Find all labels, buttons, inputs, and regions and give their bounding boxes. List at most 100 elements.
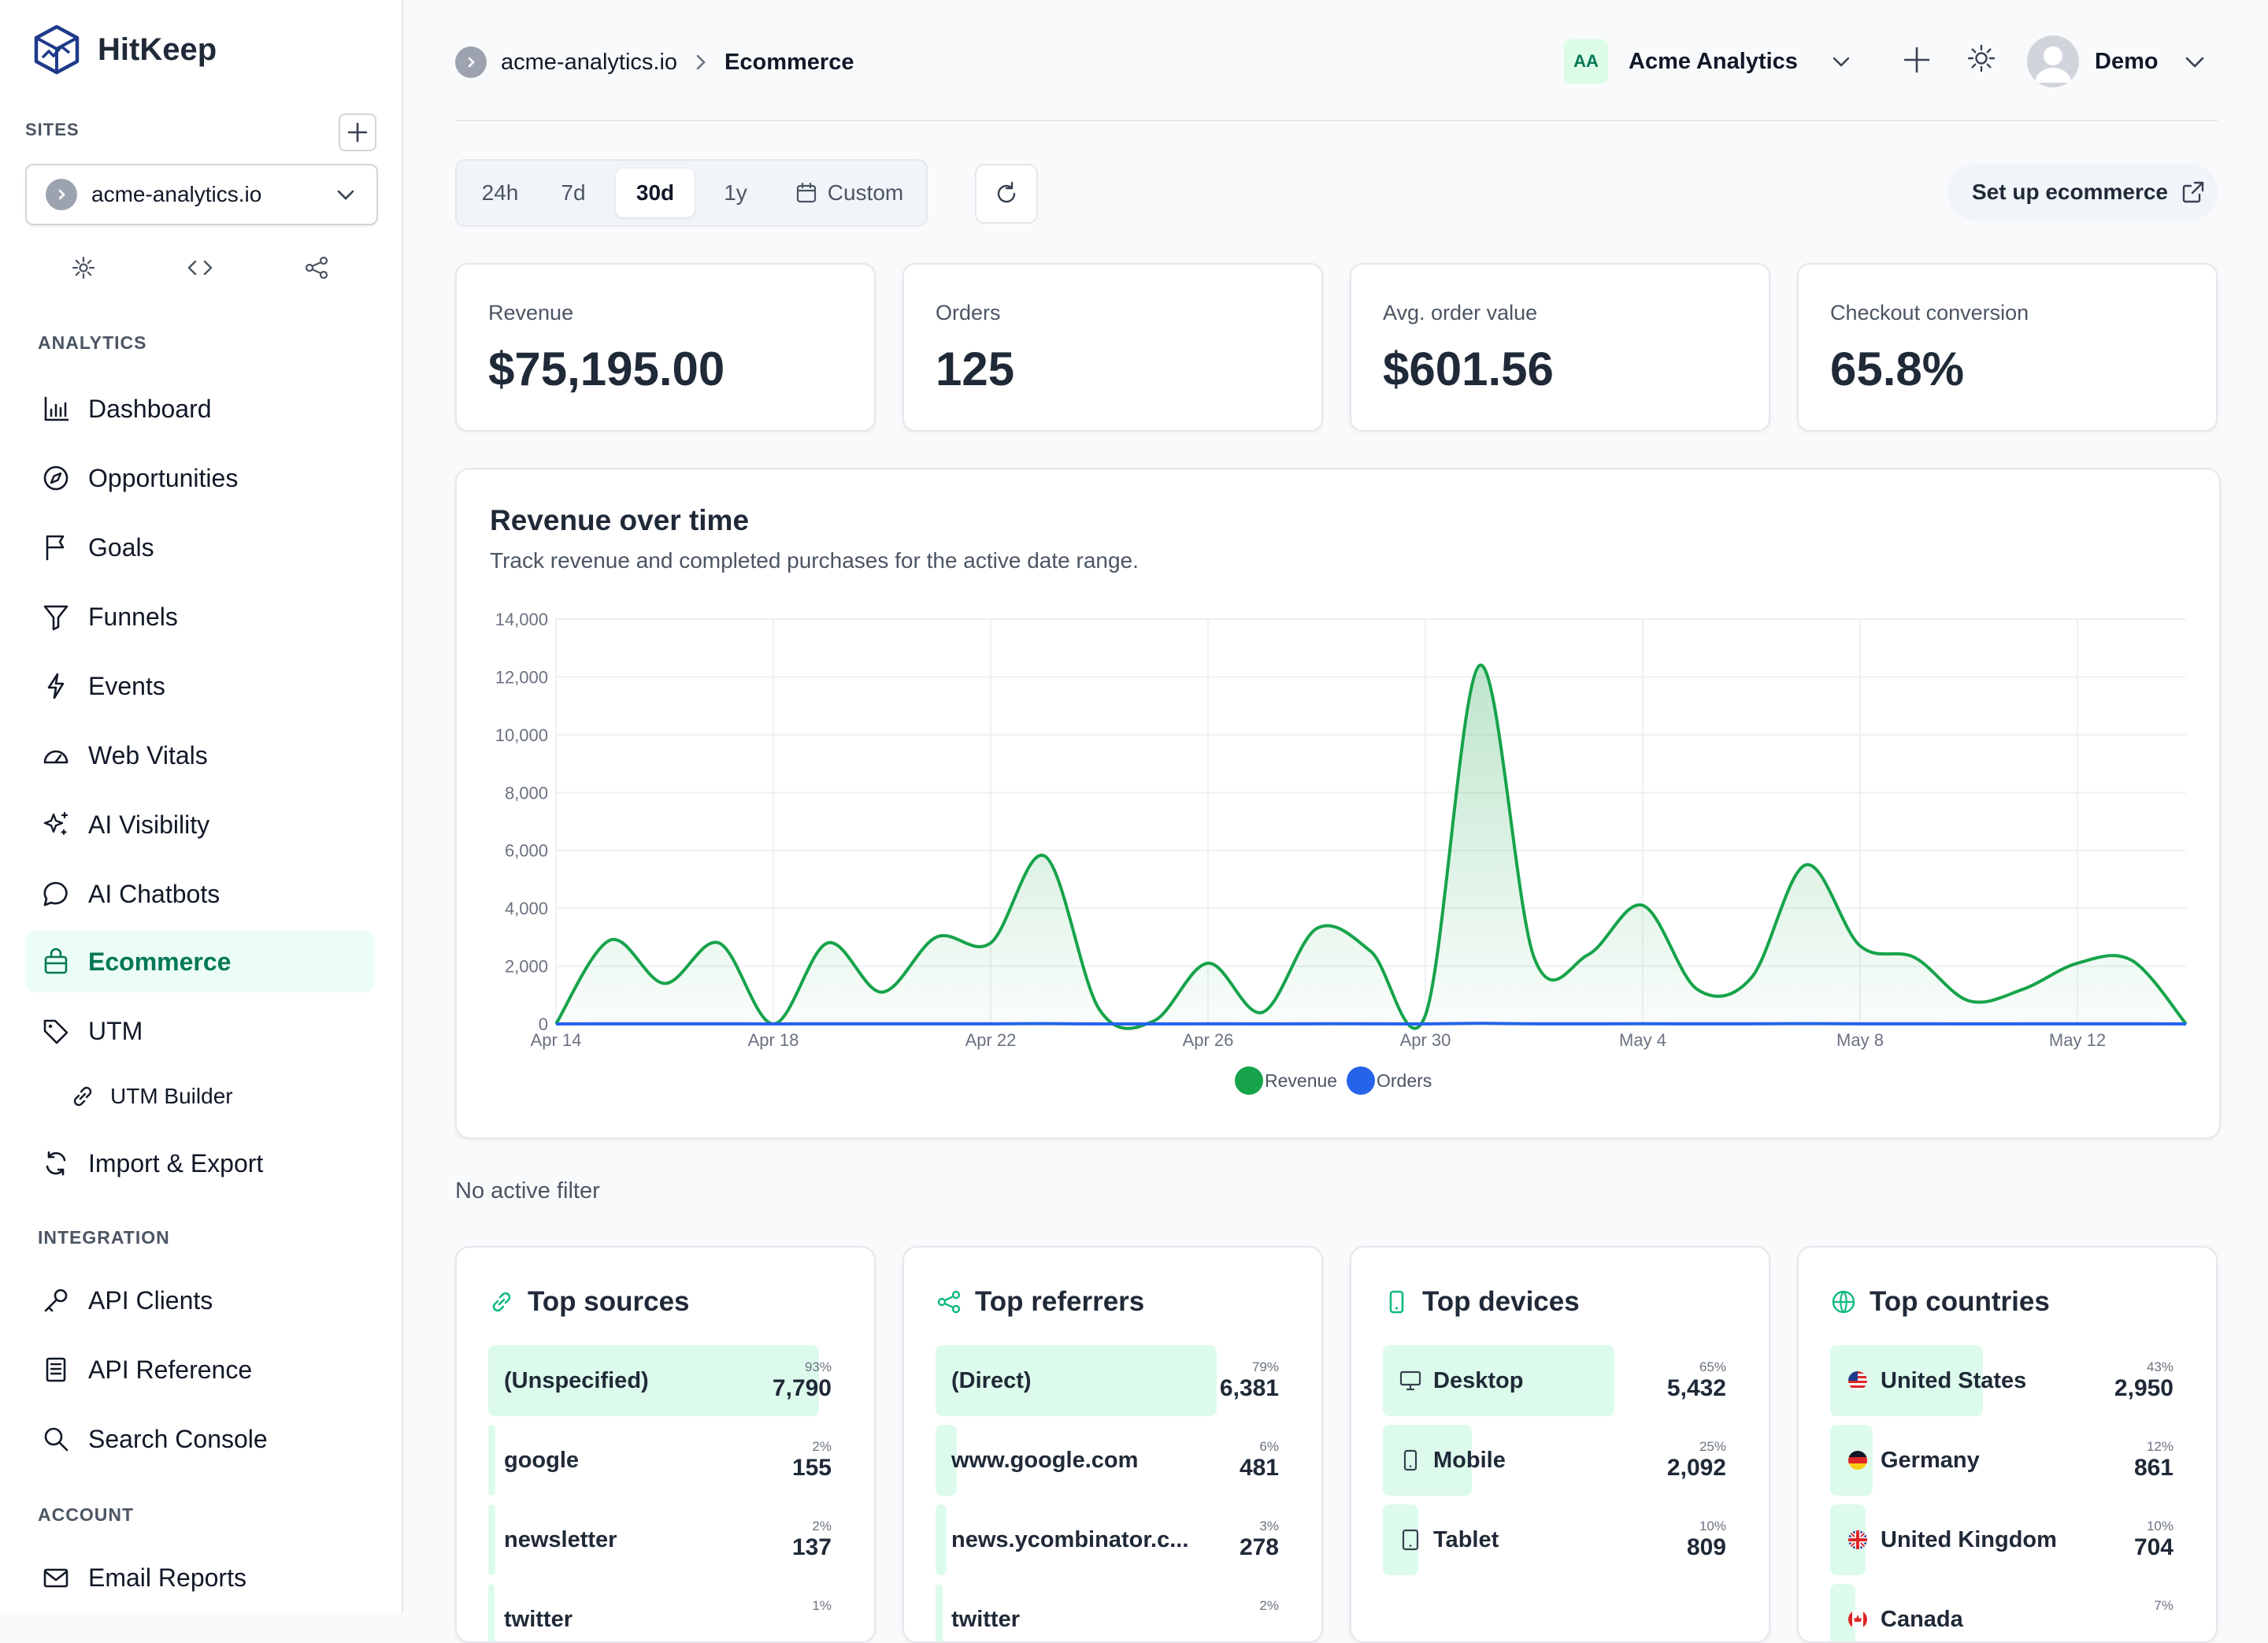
range-7d-button[interactable]: 7d bbox=[545, 169, 602, 217]
list-item[interactable]: google 2% 155 bbox=[488, 1425, 844, 1496]
range-1y-button[interactable]: 1y bbox=[707, 169, 764, 217]
list-item-name-wrap: twitter bbox=[504, 1584, 573, 1643]
sidebar-item-funnels[interactable]: Funnels bbox=[25, 586, 375, 647]
list-item[interactable]: Canada 7% bbox=[1830, 1584, 2186, 1643]
organization-switcher[interactable]: AA Acme Analytics bbox=[1564, 38, 1853, 85]
org-name: Acme Analytics bbox=[1629, 49, 1798, 75]
legend-item-revenue[interactable]: Revenue bbox=[1235, 1066, 1337, 1095]
list-item[interactable]: (Direct) 79% 6,381 bbox=[936, 1345, 1292, 1416]
share-bar bbox=[488, 1425, 495, 1496]
list-item-percent: 3% bbox=[1259, 1519, 1279, 1534]
sidebar-item-opportunities[interactable]: Opportunities bbox=[25, 447, 375, 509]
range-24h-button[interactable]: 24h bbox=[468, 169, 532, 217]
list-item-name: Tablet bbox=[1433, 1504, 1499, 1575]
site-settings-button[interactable] bbox=[66, 250, 101, 285]
list-item[interactable]: United States 43% 2,950 bbox=[1830, 1345, 2186, 1416]
kpi-value: $75,195.00 bbox=[488, 342, 724, 396]
gauge-icon bbox=[41, 740, 71, 770]
theme-toggle[interactable] bbox=[1966, 43, 1997, 78]
list-item[interactable]: Mobile 25% 2,092 bbox=[1383, 1425, 1739, 1496]
list-item-percent: 12% bbox=[2147, 1439, 2174, 1455]
sidebar-item-search-console[interactable]: Search Console bbox=[25, 1408, 375, 1470]
share-icon bbox=[936, 1289, 962, 1315]
list-item[interactable]: United Kingdom 10% 704 bbox=[1830, 1504, 2186, 1575]
link-icon bbox=[488, 1289, 515, 1315]
list-item-name: (Unspecified) bbox=[504, 1345, 649, 1416]
setup-ecommerce-button[interactable]: Set up ecommerce bbox=[1948, 164, 2218, 221]
tracking-code-button[interactable] bbox=[183, 250, 217, 285]
sidebar-item-dashboard[interactable]: Dashboard bbox=[25, 378, 375, 439]
sidebar-item-utm-builder[interactable]: UTM Builder bbox=[69, 1073, 233, 1120]
list-item-percent: 43% bbox=[2147, 1359, 2174, 1375]
list-item-percent: 65% bbox=[1699, 1359, 1726, 1375]
list-item[interactable]: newsletter 2% 137 bbox=[488, 1504, 844, 1575]
x-tick-label: Apr 14 bbox=[531, 1030, 582, 1050]
list-item[interactable]: Tablet 10% 809 bbox=[1383, 1504, 1739, 1575]
sidebar-item-label: Search Console bbox=[88, 1408, 268, 1470]
list-item-percent: 2% bbox=[812, 1439, 832, 1455]
link-icon bbox=[69, 1083, 96, 1110]
list-item[interactable]: news.ycombinator.c... 3% 278 bbox=[936, 1504, 1292, 1575]
add-site-button[interactable] bbox=[339, 113, 376, 151]
list-item-name: Mobile bbox=[1433, 1425, 1506, 1496]
list-item[interactable]: www.google.com 6% 481 bbox=[936, 1425, 1292, 1496]
panel-header: Top referrers bbox=[936, 1284, 1144, 1320]
y-tick-label: 12,000 bbox=[495, 667, 548, 687]
sidebar-item-events[interactable]: Events bbox=[25, 655, 375, 717]
sidebar-item-web-vitals[interactable]: Web Vitals bbox=[25, 725, 375, 786]
list-item[interactable]: twitter 2% bbox=[936, 1584, 1292, 1643]
sidebar-item-label: AI Visibility bbox=[88, 794, 209, 855]
brand[interactable]: HitKeep bbox=[33, 24, 217, 76]
sidebar-item-api-clients[interactable]: API Clients bbox=[25, 1270, 375, 1331]
list-item-name-wrap: Mobile bbox=[1399, 1425, 1506, 1496]
sidebar-item-ecommerce[interactable]: Ecommerce bbox=[25, 931, 375, 992]
list-item-value: 481 bbox=[1240, 1455, 1279, 1482]
sidebar-item-ai-chatbots[interactable]: AI Chatbots bbox=[25, 863, 375, 925]
sidebar-item-ai-visibility[interactable]: AI Visibility bbox=[25, 794, 375, 855]
sidebar-item-email-reports[interactable]: Email Reports bbox=[25, 1547, 375, 1608]
flag-icon bbox=[41, 532, 71, 562]
sidebar-item-api-reference[interactable]: API Reference bbox=[25, 1339, 375, 1400]
mail-icon bbox=[41, 1563, 71, 1593]
list-item-percent: 2% bbox=[1259, 1598, 1279, 1614]
list-item-name-wrap: Desktop bbox=[1399, 1345, 1523, 1416]
panel-top-devices: Top devices Desktop 65% 5,432 Mobile 25%… bbox=[1350, 1246, 1770, 1643]
sidebar-item-utm[interactable]: UTM bbox=[25, 1000, 375, 1062]
kpi-card-revenue: Revenue $75,195.00 bbox=[455, 263, 876, 432]
sidebar-item-import-export[interactable]: Import & Export bbox=[25, 1133, 375, 1194]
user-menu[interactable]: Demo bbox=[2027, 35, 2207, 88]
list-item-name-wrap: www.google.com bbox=[951, 1425, 1138, 1496]
sidebar-item-goals[interactable]: Goals bbox=[25, 517, 375, 578]
legend-label: Orders bbox=[1377, 1070, 1432, 1091]
share-bar bbox=[488, 1504, 495, 1575]
add-button[interactable] bbox=[1901, 44, 1933, 80]
list-item-value: 704 bbox=[2134, 1534, 2174, 1561]
legend-item-orders[interactable]: Orders bbox=[1347, 1066, 1432, 1095]
refresh-button[interactable] bbox=[975, 164, 1038, 224]
share-site-button[interactable] bbox=[299, 250, 334, 285]
list-item[interactable]: twitter 1% bbox=[488, 1584, 844, 1643]
breadcrumb-site-link[interactable]: acme-analytics.io bbox=[501, 50, 677, 76]
x-tick-label: Apr 22 bbox=[965, 1030, 1017, 1050]
panel-title: Top sources bbox=[528, 1286, 690, 1318]
list-item[interactable]: (Unspecified) 93% 7,790 bbox=[488, 1345, 844, 1416]
calendar-icon bbox=[795, 181, 818, 205]
y-tick-label: 10,000 bbox=[495, 725, 548, 745]
chat-icon bbox=[41, 879, 71, 909]
us-flag-icon bbox=[1846, 1369, 1870, 1393]
revenue-chart-card: Revenue over time Track revenue and comp… bbox=[455, 468, 2221, 1139]
kpi-value: 65.8% bbox=[1830, 342, 1964, 396]
range-30d-button[interactable]: 30d bbox=[616, 169, 695, 217]
list-item-value: 155 bbox=[792, 1455, 832, 1482]
list-item[interactable]: Germany 12% 861 bbox=[1830, 1425, 2186, 1496]
sidebar-item-label: Dashboard bbox=[88, 378, 212, 439]
list-item-name: www.google.com bbox=[951, 1425, 1138, 1496]
kpi-label: Revenue bbox=[488, 301, 573, 325]
list-item-name: newsletter bbox=[504, 1504, 617, 1575]
list-item-name-wrap: Canada bbox=[1846, 1584, 1963, 1643]
range-custom-button[interactable]: Custom bbox=[780, 169, 918, 217]
globe-icon bbox=[1830, 1289, 1857, 1315]
site-selector[interactable]: acme-analytics.io bbox=[25, 164, 378, 225]
list-item[interactable]: Desktop 65% 5,432 bbox=[1383, 1345, 1739, 1416]
kpi-card-avg-order-value: Avg. order value $601.56 bbox=[1350, 263, 1770, 432]
